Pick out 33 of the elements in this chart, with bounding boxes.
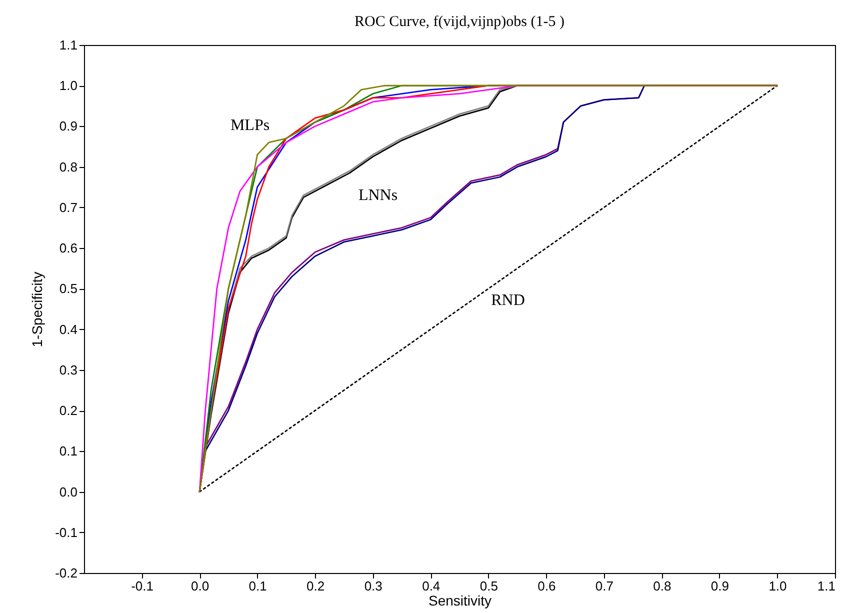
annotation: LNNs [358, 187, 398, 204]
y-tick-label: 0.8 [59, 159, 78, 174]
x-tick-label: 0.4 [422, 578, 440, 594]
y-tick-label: 0.0 [59, 484, 78, 500]
x-tick-label: 0.6 [538, 578, 556, 594]
y-tick-label: 0.6 [59, 240, 78, 256]
x-tick-label: 0.2 [306, 578, 325, 594]
y-tick-label: -0.2 [55, 566, 78, 580]
y-tick-label: 0.2 [59, 403, 78, 418]
x-tick-label: -0.1 [131, 578, 154, 594]
x-tick-label: 0.8 [653, 578, 672, 594]
x-tick-label: 0.0 [191, 578, 210, 594]
y-tick-label: 0.5 [59, 281, 78, 296]
y-tick-label: -0.1 [55, 524, 78, 540]
x-tick-label: 0.3 [364, 578, 382, 594]
x-axis-title: Sensitivity [428, 592, 492, 608]
x-tick-label: 0.5 [480, 578, 498, 594]
x-tick-label: 1.1 [817, 578, 836, 594]
y-tick-label: 1.0 [59, 78, 78, 94]
x-tick-label: 0.1 [248, 578, 267, 594]
x-tick-label: 0.9 [710, 578, 729, 594]
y-tick-label: 0.4 [59, 322, 78, 337]
y-tick-label: 0.7 [59, 200, 78, 215]
y-tick-label: 1.1 [59, 38, 78, 52]
x-tick-label: 0.7 [595, 578, 614, 594]
y-tick-label: 0.3 [59, 362, 78, 378]
y-axis-title: 1-Specificity [29, 272, 46, 348]
x-tick-label: 1.0 [768, 578, 787, 594]
chart-title: ROC Curve, f(vijd,vijnp)obs (1-5 ) [354, 14, 564, 30]
annotation: RND [491, 292, 525, 309]
y-tick-label: 0.9 [59, 118, 78, 134]
y-tick-label: 0.1 [59, 444, 78, 459]
annotation: MLPs [230, 117, 270, 134]
